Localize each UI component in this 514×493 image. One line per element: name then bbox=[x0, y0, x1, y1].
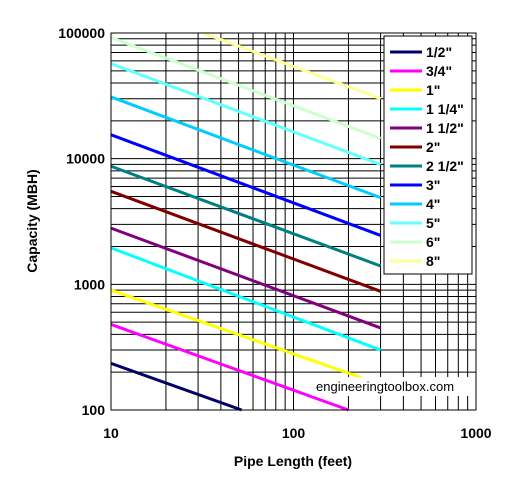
x-tick-label: 1000 bbox=[460, 425, 491, 441]
watermark-background bbox=[312, 377, 472, 396]
series-line bbox=[202, 31, 382, 101]
legend: 1/2" 3/4" 1" 1 1/4" 1 1/2" 2" 2 1/2" 3" 4" 5" 6" 8" bbox=[383, 35, 473, 275]
x-axis-label: Pipe Length (feet) bbox=[234, 453, 352, 469]
legend-label: 3" bbox=[426, 177, 440, 193]
series-line bbox=[110, 322, 349, 412]
watermark-text: engineeringtoolbox.com bbox=[316, 379, 454, 394]
y-axis-ticks: 100 1000 10000 100000 bbox=[58, 25, 105, 418]
legend-label: 3/4" bbox=[426, 63, 452, 79]
legend-label: 1" bbox=[426, 82, 440, 98]
x-axis-ticks: 10 100 1000 bbox=[103, 425, 492, 441]
y-tick-label: 100000 bbox=[58, 25, 105, 41]
legend-label: 2" bbox=[426, 139, 440, 155]
legend-label: 1/2" bbox=[426, 44, 452, 60]
legend-label: 4" bbox=[426, 196, 440, 212]
legend-label: 5" bbox=[426, 215, 440, 231]
y-tick-label: 1000 bbox=[74, 276, 105, 292]
series-line bbox=[110, 133, 382, 237]
legend-label: 2 1/2" bbox=[426, 158, 464, 174]
series-line bbox=[110, 164, 382, 268]
x-tick-label: 10 bbox=[103, 425, 119, 441]
legend-label: 6" bbox=[426, 234, 440, 250]
series-line bbox=[110, 361, 243, 412]
series-line bbox=[110, 95, 382, 200]
series-line bbox=[110, 36, 382, 140]
legend-items: 1/2" 3/4" 1" 1 1/4" 1 1/2" 2" 2 1/2" 3" 4" 5" 6" 8" bbox=[390, 44, 464, 269]
legend-box bbox=[383, 35, 473, 275]
series-line bbox=[110, 189, 382, 293]
series-line bbox=[110, 226, 382, 330]
legend-label: 1 1/2" bbox=[426, 120, 464, 136]
series-line bbox=[110, 246, 382, 352]
y-axis-label: Capacity (MBH) bbox=[24, 169, 40, 272]
legend-label: 8" bbox=[426, 253, 440, 269]
plot-area-border bbox=[110, 32, 477, 411]
data-series bbox=[110, 31, 382, 412]
y-tick-label: 100 bbox=[82, 402, 106, 418]
y-tick-label: 10000 bbox=[66, 151, 105, 167]
series-line bbox=[110, 288, 382, 386]
series-line bbox=[110, 62, 382, 166]
legend-label: 1 1/4" bbox=[426, 101, 464, 117]
x-tick-label: 100 bbox=[282, 425, 306, 441]
